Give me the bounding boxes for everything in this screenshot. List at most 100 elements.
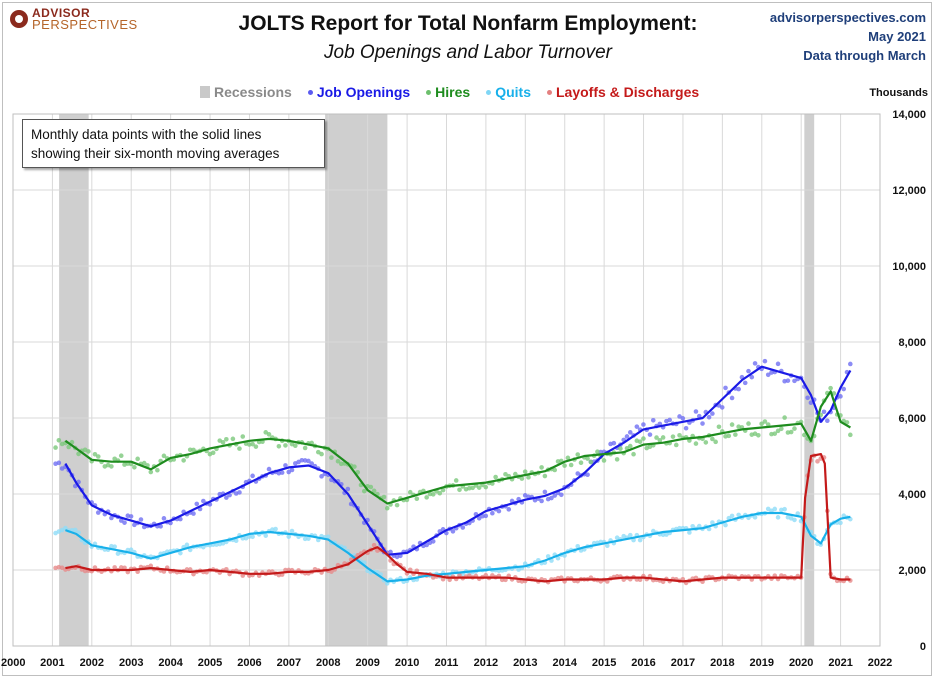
quits-point bbox=[112, 544, 117, 549]
job-openings-point bbox=[279, 470, 285, 475]
y-axis-units: Thousands bbox=[869, 87, 928, 99]
legend-label-quits: Quits bbox=[495, 84, 531, 100]
hires-point bbox=[424, 495, 429, 500]
hires-point bbox=[746, 421, 751, 426]
layoffs-point bbox=[82, 568, 88, 574]
quits-point bbox=[604, 543, 610, 548]
job-openings-point bbox=[506, 507, 512, 512]
job-openings-point bbox=[641, 422, 646, 427]
x-tick-label: 2022 bbox=[868, 657, 892, 669]
hires-point bbox=[371, 488, 377, 494]
hires-point bbox=[775, 428, 781, 434]
hires-point bbox=[575, 452, 581, 457]
hires-point bbox=[161, 453, 167, 459]
chart-subtitle: Job Openings and Labor Turnover bbox=[324, 42, 612, 63]
brand-line1: ADVISOR bbox=[32, 6, 91, 20]
quits-point bbox=[201, 544, 206, 550]
hires-point bbox=[657, 438, 663, 443]
quits-point bbox=[637, 537, 643, 543]
hires-point bbox=[430, 492, 436, 497]
legend-quits: Quits bbox=[486, 84, 531, 100]
job-openings-point bbox=[191, 511, 196, 516]
chart-title: JOLTS Report for Total Nonfarm Employmen… bbox=[238, 12, 698, 35]
note-line1: Monthly data points with the solid lines bbox=[31, 127, 262, 142]
hires-point bbox=[220, 440, 226, 445]
hires-point bbox=[585, 456, 590, 461]
quits-point bbox=[729, 513, 735, 519]
job-openings-point bbox=[122, 520, 127, 525]
job-openings-point bbox=[158, 524, 163, 529]
job-openings-point bbox=[729, 395, 735, 401]
hires-point bbox=[224, 436, 229, 442]
job-openings-point bbox=[723, 385, 728, 391]
job-openings-point bbox=[109, 515, 114, 521]
quits-point bbox=[627, 532, 633, 538]
legend-layoffs: Layoffs & Discharges bbox=[546, 84, 699, 100]
x-tick-label: 2002 bbox=[80, 657, 104, 669]
quits-point bbox=[263, 533, 269, 538]
job-openings-point bbox=[237, 490, 242, 495]
hires-point bbox=[440, 487, 446, 493]
x-tick-label: 2001 bbox=[40, 657, 64, 669]
hires-point bbox=[595, 449, 600, 455]
brand-logo: ADVISOR PERSPECTIVES bbox=[10, 6, 138, 31]
job-openings-point bbox=[128, 514, 134, 519]
x-tick-label: 2015 bbox=[592, 657, 616, 669]
job-openings-point bbox=[227, 492, 232, 498]
compass-icon bbox=[10, 10, 28, 28]
hires-point bbox=[361, 488, 367, 494]
hires-point bbox=[247, 442, 252, 447]
job-openings-point bbox=[118, 518, 124, 523]
quits-point bbox=[233, 538, 239, 544]
hires-point bbox=[266, 432, 272, 437]
quits-point bbox=[736, 512, 741, 518]
quits-point bbox=[325, 534, 331, 540]
hires-point bbox=[352, 464, 357, 469]
hires-point bbox=[844, 420, 850, 425]
job-openings-point bbox=[765, 372, 771, 378]
job-openings-point bbox=[749, 374, 755, 380]
job-openings-point bbox=[161, 516, 167, 521]
hires-point bbox=[693, 441, 699, 446]
quits-point bbox=[306, 536, 311, 541]
job-openings-point bbox=[345, 486, 351, 492]
job-openings-point bbox=[95, 510, 101, 515]
job-openings-point bbox=[762, 358, 768, 364]
hires-point bbox=[670, 434, 676, 439]
job-openings-point bbox=[306, 458, 311, 464]
hires-point bbox=[86, 449, 91, 454]
quits-point bbox=[187, 547, 193, 553]
hires-point bbox=[263, 430, 269, 435]
y-tick-label: 0 bbox=[920, 641, 926, 653]
quits-point bbox=[772, 506, 778, 512]
job-openings-point bbox=[680, 416, 686, 421]
hires-point bbox=[726, 433, 732, 439]
x-tick-label: 2009 bbox=[355, 657, 379, 669]
hires-point bbox=[729, 422, 735, 427]
job-openings-point bbox=[138, 517, 144, 522]
x-tick-label: 2007 bbox=[277, 657, 301, 669]
hires-point bbox=[526, 475, 531, 480]
job-openings-point bbox=[611, 440, 617, 446]
job-openings-point bbox=[821, 409, 827, 415]
plot-border bbox=[12, 113, 881, 647]
hires-point bbox=[132, 464, 137, 470]
job-openings-point bbox=[785, 378, 791, 383]
hires-point bbox=[654, 435, 659, 440]
hires-point bbox=[716, 424, 722, 430]
quits-point bbox=[696, 523, 702, 529]
hires-point bbox=[756, 432, 761, 438]
job-openings-point bbox=[825, 418, 830, 424]
hires-point bbox=[493, 474, 498, 480]
job-openings-point bbox=[742, 380, 748, 386]
hires-point bbox=[293, 443, 298, 449]
job-openings-point bbox=[424, 542, 429, 548]
job-openings-point bbox=[841, 386, 847, 392]
job-openings-point bbox=[476, 516, 482, 521]
quits-point bbox=[723, 522, 728, 528]
recession-band bbox=[325, 114, 388, 646]
legend-swatch-job-openings bbox=[307, 89, 313, 95]
hires-point bbox=[329, 455, 334, 460]
